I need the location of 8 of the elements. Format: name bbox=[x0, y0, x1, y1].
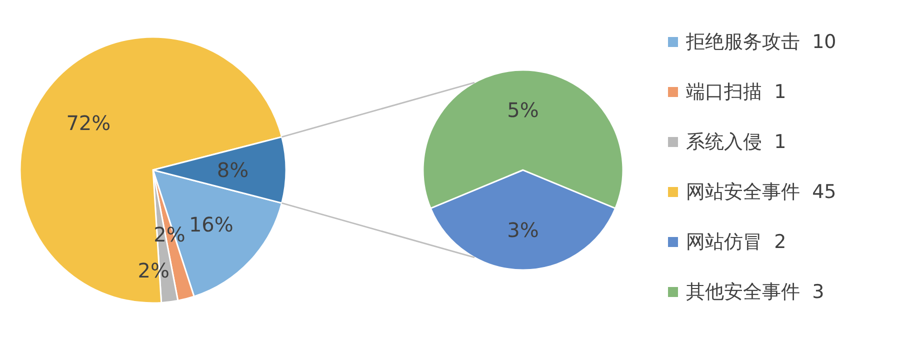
data-label: 72% bbox=[66, 111, 111, 136]
legend-label: 系统入侵 1 bbox=[686, 131, 786, 153]
data-label: 3% bbox=[507, 218, 539, 242]
data-label: 5% bbox=[507, 98, 539, 122]
legend-label: 网站仿冒 2 bbox=[686, 231, 786, 253]
data-label: 16% bbox=[188, 212, 234, 237]
legend-label: 端口扫描 1 bbox=[686, 81, 786, 103]
data-label: 8% bbox=[216, 158, 249, 182]
